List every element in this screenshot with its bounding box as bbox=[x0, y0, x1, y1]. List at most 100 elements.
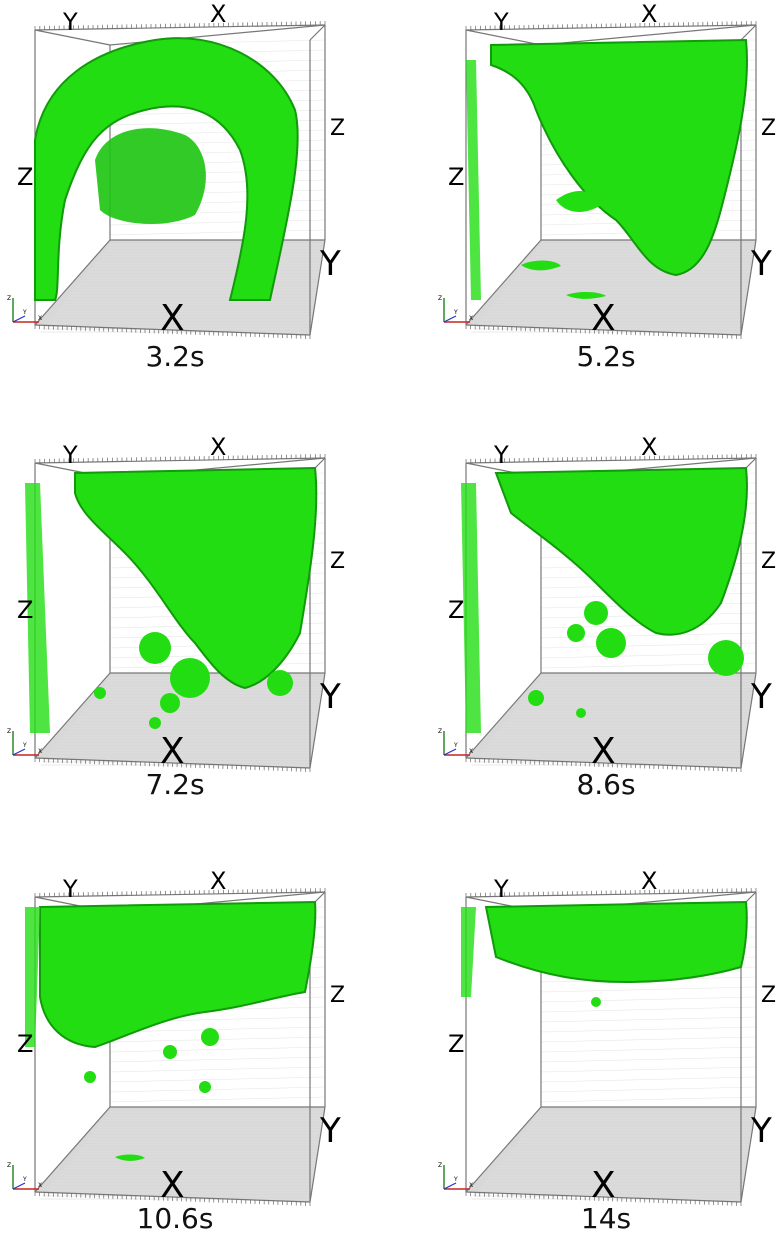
box-edge bbox=[34, 672, 111, 759]
axis-label-y-right: Y bbox=[750, 244, 772, 284]
axis-label-z-right: Z bbox=[761, 983, 776, 1008]
triad-y-label: Y bbox=[453, 742, 458, 749]
axis-label-z-left: Z bbox=[448, 163, 464, 191]
time-caption: 3.2s bbox=[145, 340, 205, 373]
triad-x-label: X bbox=[469, 1182, 473, 1189]
triad-x-label: X bbox=[469, 748, 473, 755]
orientation-triad: Z Y X bbox=[438, 295, 473, 323]
wall-grid-line bbox=[540, 1076, 757, 1083]
triad-x-label: X bbox=[38, 315, 42, 322]
triad-z-label: Z bbox=[438, 295, 442, 302]
axis-label-y-top: Y bbox=[493, 441, 509, 469]
axis-label-z-right: Z bbox=[330, 983, 345, 1008]
triad-y-label: Y bbox=[22, 309, 27, 316]
triad-y-axis bbox=[12, 748, 26, 756]
wall-grid-line bbox=[540, 1006, 757, 1013]
time-caption: 5.2s bbox=[576, 340, 636, 373]
wall-grid-line bbox=[109, 1066, 326, 1073]
axis-label-y-top: Y bbox=[493, 8, 509, 36]
green-isosurface bbox=[25, 900, 317, 1161]
time-caption: 7.2s bbox=[145, 768, 205, 801]
orientation-triad: Z Y X bbox=[438, 1162, 473, 1190]
triad-x-label: X bbox=[469, 315, 473, 322]
box-edge bbox=[309, 1106, 326, 1203]
axis-label-x-top: X bbox=[641, 867, 657, 895]
triad-y-label: Y bbox=[22, 742, 27, 749]
snapshot-panel-5-2s: Y X Z Z Y X Z Y X 5.2s bbox=[436, 0, 776, 373]
axis-label-z-right: Z bbox=[761, 116, 776, 141]
wireframe-box bbox=[465, 888, 757, 1206]
time-caption: 14s bbox=[580, 1202, 632, 1235]
triad-y-axis bbox=[443, 748, 457, 756]
axis-label-y-top: Y bbox=[62, 875, 78, 903]
axis-label-x-top: X bbox=[641, 433, 657, 461]
triad-y-axis bbox=[443, 1182, 457, 1190]
isosurface-render: Y X Z Z Y X Z Y X bbox=[438, 0, 776, 339]
isosurface-render: Y X Z Z Y X Z Y X bbox=[7, 0, 345, 339]
wireframe-box bbox=[465, 21, 757, 339]
axis-label-z-left: Z bbox=[17, 596, 33, 624]
triad-x-label: X bbox=[38, 748, 42, 755]
wall-grid-line bbox=[540, 1086, 757, 1093]
orientation-triad: Z Y X bbox=[438, 728, 473, 756]
green-isosurface bbox=[466, 38, 748, 300]
wall-grid-line bbox=[109, 229, 326, 236]
box-edge bbox=[465, 1106, 542, 1193]
time-caption: 8.6s bbox=[576, 768, 636, 801]
axis-label-z-right: Z bbox=[761, 549, 776, 574]
box-edge bbox=[465, 29, 542, 46]
wall-grid-line bbox=[109, 1026, 326, 1033]
box-edge bbox=[740, 239, 757, 336]
wall-grid-line bbox=[540, 986, 757, 993]
isosurface-render: Y X Z Z Y X Z Y X bbox=[7, 433, 345, 772]
wall-grid-line bbox=[109, 1096, 326, 1103]
triad-y-axis bbox=[443, 315, 457, 323]
wall-grid-line bbox=[540, 1096, 757, 1103]
wall-grid-line bbox=[540, 1066, 757, 1073]
wall-grid-line bbox=[109, 1056, 326, 1063]
box-edge bbox=[34, 29, 111, 46]
triad-y-label: Y bbox=[453, 1176, 458, 1183]
snapshot-panel-8-6s: Y X Z Z Y X Z Y X 8.6s bbox=[436, 433, 776, 803]
box-edge bbox=[309, 239, 326, 336]
orientation-triad: Z Y X bbox=[7, 1162, 42, 1190]
green-isosurface bbox=[34, 37, 299, 301]
wall-grid-line bbox=[540, 1046, 757, 1053]
wall-grid-line bbox=[109, 1076, 326, 1083]
box-edge bbox=[34, 1106, 111, 1193]
axis-label-y-top: Y bbox=[62, 441, 78, 469]
axis-label-y-right: Y bbox=[319, 244, 341, 284]
wall-grid-line bbox=[540, 996, 757, 1003]
wall-grid-line bbox=[109, 219, 326, 226]
axis-label-x-top: X bbox=[210, 0, 226, 28]
box-edge bbox=[740, 672, 757, 769]
axis-label-y-right: Y bbox=[750, 677, 772, 717]
isosurface-render: Y X Z Z Y X Z Y X bbox=[438, 433, 776, 772]
axis-label-y-top: Y bbox=[493, 875, 509, 903]
time-caption: 10.6s bbox=[136, 1202, 214, 1235]
triad-z-label: Z bbox=[7, 728, 11, 735]
axis-label-z-right: Z bbox=[330, 549, 345, 574]
green-isosurface bbox=[461, 466, 748, 733]
axis-label-x-top: X bbox=[210, 867, 226, 895]
snapshot-panel-14s: Y X Z Z Y X Z Y X 14s bbox=[436, 867, 776, 1237]
box-edge bbox=[309, 672, 326, 769]
axis-label-x-bottom: X bbox=[591, 731, 616, 772]
axis-label-z-left: Z bbox=[448, 1030, 464, 1058]
wall-grid-line bbox=[540, 1026, 757, 1033]
triad-y-axis bbox=[12, 315, 26, 323]
wall-grid-line bbox=[540, 1036, 757, 1043]
green-isosurface bbox=[461, 900, 748, 1007]
isosurface-render: Y X Z Z Y X Z Y X bbox=[7, 867, 345, 1206]
axis-label-x-bottom: X bbox=[160, 731, 185, 772]
wall-grid-line bbox=[540, 1056, 757, 1063]
box-edge bbox=[740, 1106, 757, 1203]
triad-z-label: Z bbox=[438, 728, 442, 735]
box-edge bbox=[309, 24, 326, 41]
box-edge bbox=[34, 239, 111, 326]
box-edge bbox=[740, 24, 757, 41]
orientation-triad: Z Y X bbox=[7, 728, 42, 756]
axis-label-y-right: Y bbox=[319, 1111, 341, 1151]
box-edge bbox=[465, 672, 542, 759]
axis-label-x-top: X bbox=[210, 433, 226, 461]
